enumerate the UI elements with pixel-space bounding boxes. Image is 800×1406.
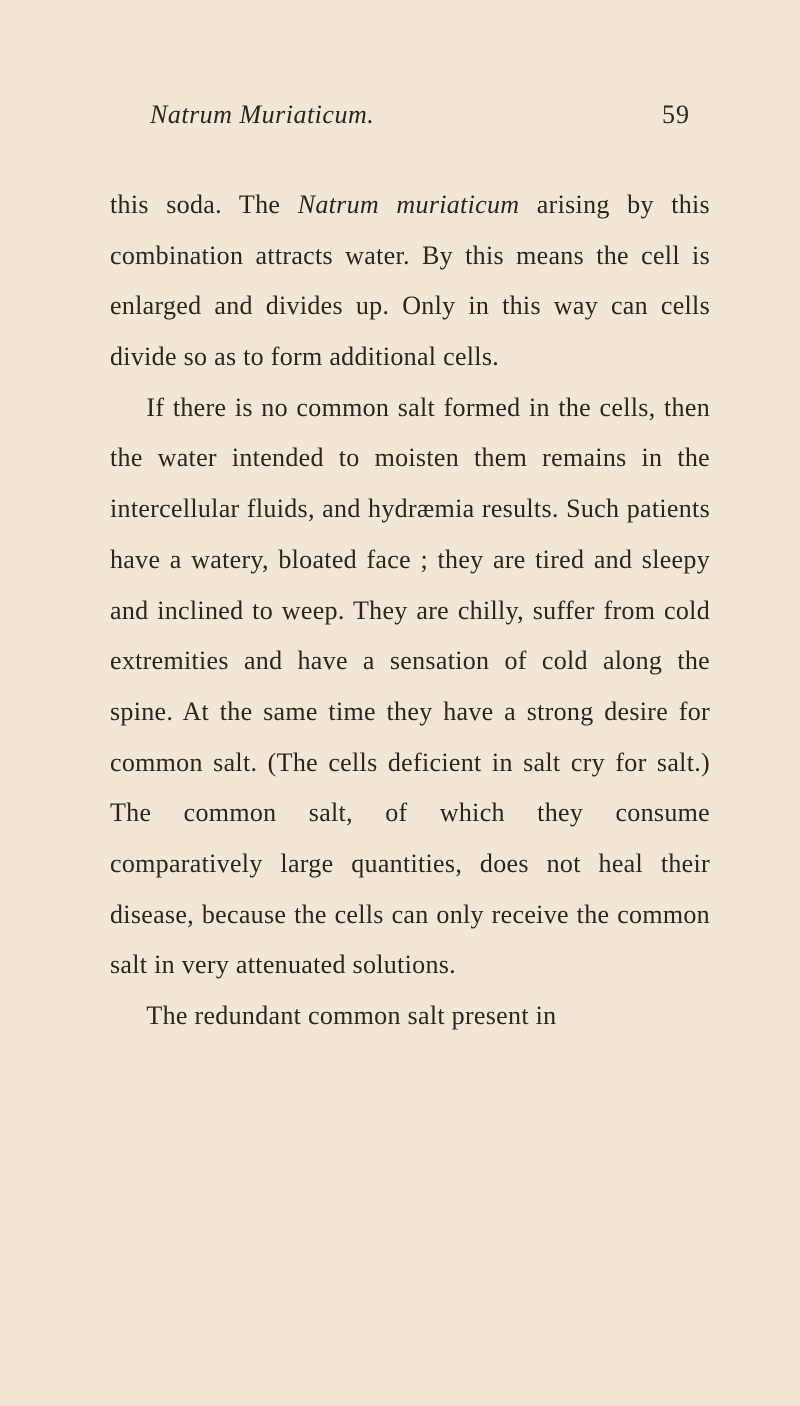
page-header: Natrum Muriaticum. 59: [110, 100, 710, 130]
text-segment: this soda. The: [110, 190, 298, 219]
paragraph-3: The redundant common salt present in: [110, 991, 710, 1042]
text-segment-italic: Natrum muriaticum: [298, 190, 520, 219]
paragraph-2: If there is no common salt formed in the…: [110, 383, 710, 991]
body-content: this soda. The Natrum muriaticum arising…: [110, 180, 710, 1042]
text-segment: If there is no common salt formed in the…: [110, 393, 710, 980]
page-number: 59: [662, 100, 690, 130]
text-segment: The redundant common salt present in: [146, 1001, 556, 1030]
paragraph-1: this soda. The Natrum muriaticum arising…: [110, 180, 710, 383]
header-title: Natrum Muriaticum.: [150, 100, 374, 130]
